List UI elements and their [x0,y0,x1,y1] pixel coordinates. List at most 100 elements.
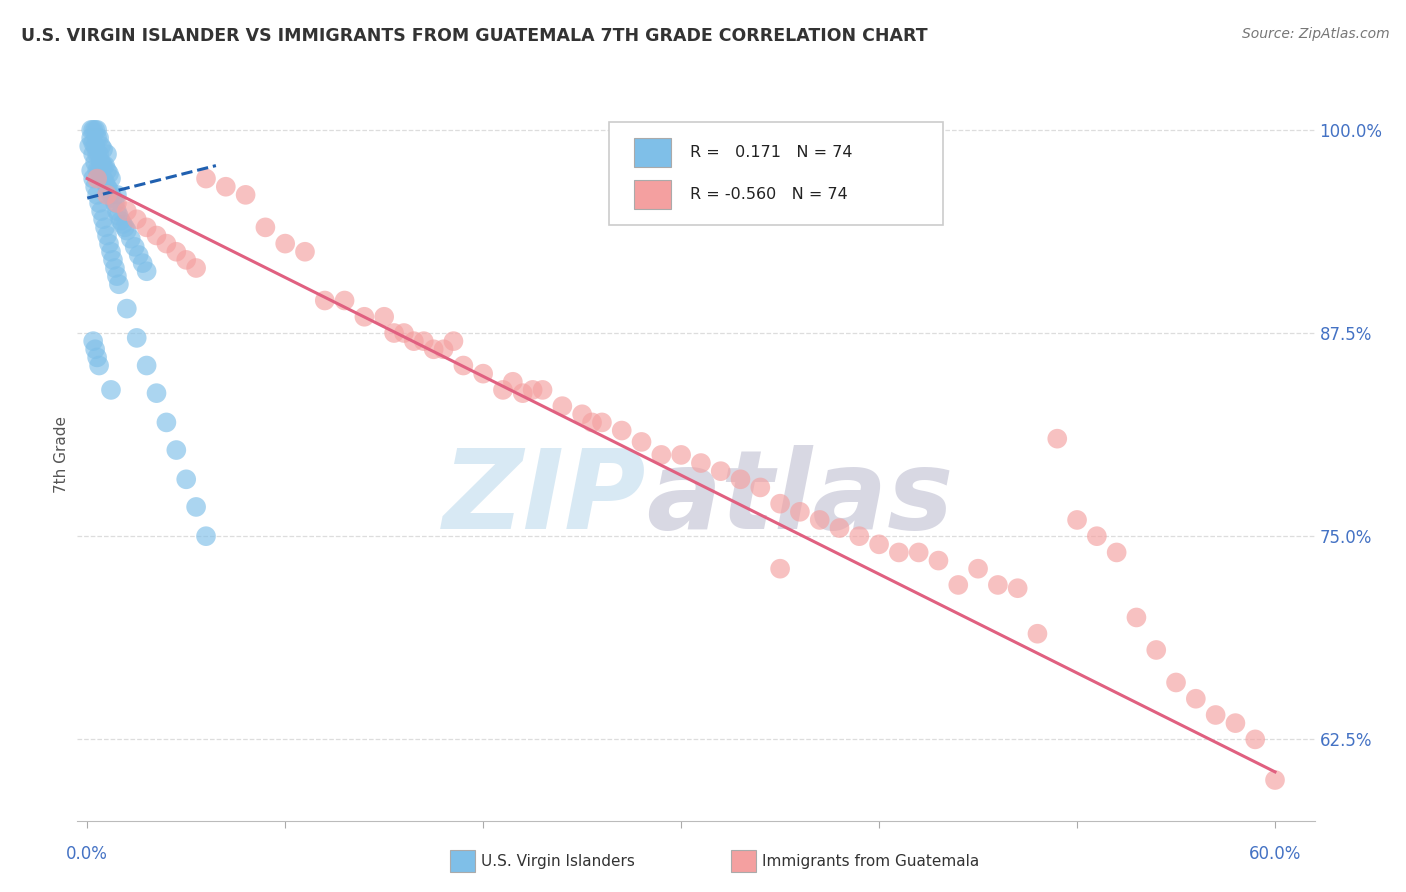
Point [84,139,107,153]
Point [77,139,100,153]
FancyBboxPatch shape [634,137,671,167]
Point [87,147,110,161]
Point [650,448,672,462]
Point [82,334,104,348]
Point [1264,772,1286,787]
Point [1244,732,1267,747]
Point [591,416,613,430]
Point [84,179,107,194]
Point [422,343,444,357]
Point [749,480,772,494]
Point [710,464,733,478]
Point [254,220,277,235]
Point [128,248,150,262]
Point [135,220,157,235]
Point [927,553,949,567]
Point [1046,432,1069,446]
Point [1125,610,1147,624]
Point [868,537,890,551]
Point [104,260,127,275]
Point [808,513,831,527]
Point [690,456,713,470]
Point [1026,626,1049,640]
Point [86,147,108,161]
Point [155,236,177,251]
Point [115,224,138,238]
Point [108,277,131,292]
Point [91,142,114,156]
Point [215,179,238,194]
Point [120,232,142,246]
Point [502,375,524,389]
Point [412,334,434,348]
Point [86,131,108,145]
Point [114,220,136,235]
Point [402,334,425,348]
Point [392,326,415,340]
Point [512,386,534,401]
Point [96,163,118,178]
Point [1225,716,1247,731]
Point [1144,643,1167,657]
Text: R = -0.560   N = 74: R = -0.560 N = 74 [690,186,848,202]
Point [86,187,108,202]
Point [86,163,108,178]
Point [96,147,118,161]
Point [80,131,103,145]
Point [1164,675,1187,690]
Point [87,359,110,373]
Point [165,443,187,458]
Point [96,179,118,194]
Point [907,545,929,559]
Text: Source: ZipAtlas.com: Source: ZipAtlas.com [1241,27,1389,41]
Point [84,155,107,169]
Point [432,343,454,357]
Point [87,163,110,178]
Point [274,236,297,251]
Point [1066,513,1088,527]
Text: R =   0.171   N = 74: R = 0.171 N = 74 [690,145,852,160]
Point [98,236,121,251]
Point [94,220,117,235]
Point [1007,581,1029,595]
Point [987,578,1010,592]
Point [967,562,990,576]
Point [1105,545,1128,559]
Point [94,175,117,189]
Point [90,169,112,183]
Point [91,159,114,173]
Point [91,171,114,186]
Point [828,521,851,535]
Point [105,204,128,219]
Point [115,301,138,316]
Point [522,383,544,397]
Point [174,252,197,267]
Text: ZIP: ZIP [443,445,647,552]
Point [91,212,114,227]
Point [87,131,110,145]
Point [492,383,515,397]
Point [165,244,187,259]
Point [84,343,107,357]
Point [195,529,218,543]
Text: 60.0%: 60.0% [1249,845,1301,863]
Point [100,187,122,202]
Point [769,562,792,576]
Point [82,123,104,137]
Point [174,472,197,486]
Text: 0.0%: 0.0% [66,845,108,863]
Point [848,529,870,543]
FancyBboxPatch shape [609,122,943,225]
Point [373,310,395,324]
Text: U.S. Virgin Islanders: U.S. Virgin Islanders [481,855,634,869]
Point [87,196,110,211]
Point [80,123,103,137]
Point [108,209,131,223]
Point [86,171,108,186]
Point [86,351,108,365]
Point [101,252,124,267]
Point [571,407,593,421]
Point [135,359,157,373]
Point [101,191,124,205]
Point [195,171,218,186]
